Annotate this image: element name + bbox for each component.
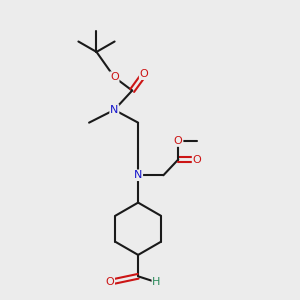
Text: N: N [110, 105, 118, 115]
Text: O: O [110, 72, 119, 82]
Text: O: O [140, 69, 148, 79]
Text: O: O [193, 154, 201, 164]
Text: O: O [174, 136, 183, 146]
Text: H: H [152, 277, 161, 287]
Text: O: O [106, 277, 114, 287]
Text: N: N [134, 170, 142, 180]
